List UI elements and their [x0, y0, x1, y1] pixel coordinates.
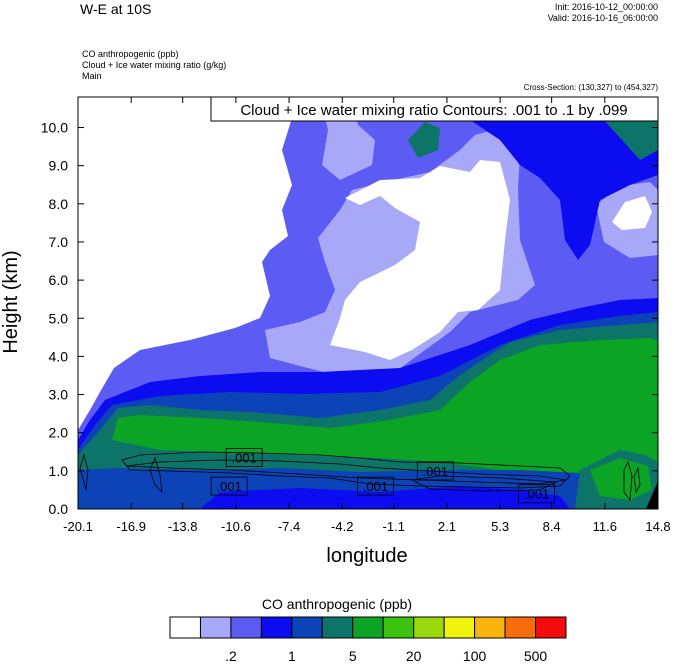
y-tick-label: 5.0 [49, 310, 69, 326]
x-axis-label: longitude [326, 545, 407, 567]
colorbar-swatch [291, 616, 323, 639]
x-tick-label: -1.1 [383, 519, 405, 534]
contour-label-box [357, 476, 394, 496]
y-tick-label: 8.0 [49, 196, 69, 212]
valid-time: Valid: 2016-10-16_06:00:00 [547, 13, 658, 23]
terrain [646, 480, 658, 509]
contour-info-box [210, 96, 659, 122]
contour-label: .001 [363, 479, 388, 494]
colorbar-label: .2 [225, 648, 237, 664]
contour-line [623, 460, 633, 502]
contour-line [633, 466, 641, 494]
y-tick-label: 3.0 [49, 387, 69, 403]
y-tick-label: 1.0 [49, 463, 69, 479]
x-tick-label: -16.9 [116, 519, 146, 534]
colorbar-swatch [382, 616, 415, 639]
contour-label: .001 [423, 464, 448, 479]
y-axis-label: Height (km) [0, 250, 22, 353]
y-tick-label: 9.0 [49, 158, 69, 174]
contour-line [125, 459, 567, 485]
cross-section-label: Cross-Section: (130,327) to (454,327) [523, 83, 658, 92]
contour-label: .001 [217, 479, 242, 494]
init-time: Init: 2016-10-12_00:00:00 [554, 2, 658, 12]
colorbar-swatch [321, 616, 354, 639]
x-tick-label: 14.8 [645, 519, 670, 534]
x-tick-label: -4.2 [331, 519, 353, 534]
y-tick-label: 2.0 [49, 425, 69, 441]
colorbar-label: 5 [349, 648, 357, 664]
colorbar-label: 1 [288, 648, 296, 664]
field-band-green-lower-right [590, 458, 652, 500]
colorbar-swatch [169, 616, 201, 639]
y-tick-label: 10.0 [41, 120, 68, 136]
contour-label-box [518, 484, 556, 504]
contour-label: .001 [232, 451, 257, 466]
x-tick-label: 2.1 [438, 519, 456, 534]
contour-line [410, 475, 558, 492]
x-tick-label: -7.4 [278, 519, 300, 534]
colorbar: .2 1 5 20 100 500 [169, 616, 567, 664]
colorbar-swatch [230, 616, 262, 639]
x-tick-label: -10.6 [221, 519, 251, 534]
contour-line [79, 453, 89, 491]
co-field [78, 97, 658, 509]
field-band-white-right [612, 196, 652, 230]
colorbar-swatch [474, 616, 506, 639]
y-tick-label: 4.0 [49, 348, 69, 364]
contour-line [121, 451, 571, 489]
y-tick-label: 0.0 [49, 501, 69, 517]
colorbar-swatch [413, 616, 445, 639]
colorbar-swatch [504, 616, 537, 639]
x-tick-label: -13.8 [168, 519, 198, 534]
cloud-contours [79, 451, 641, 502]
x-tick-label: 5.3 [491, 519, 509, 534]
contour-label-box [210, 476, 248, 496]
field-name-cloud-ice: Cloud + Ice water mixing ratio (g/kg) [82, 60, 227, 70]
y-tick-label: 7.0 [49, 234, 69, 250]
contour-label-box [225, 448, 263, 467]
contour-info-text: Cloud + Ice water mixing ratio Contours:… [240, 102, 627, 119]
y-tick-label: 6.0 [49, 272, 69, 288]
contour-label-box [416, 461, 454, 481]
field-name-co: CO anthropogenic (ppb) [82, 49, 179, 59]
x-tick-label: 11.6 [593, 519, 617, 534]
field-band-dark-blue-upper [410, 97, 658, 260]
field-band-teal-small [408, 122, 440, 158]
colorbar-swatch [199, 616, 232, 639]
field-band-bright-blue-surface [200, 486, 570, 509]
field-band-green [112, 338, 658, 480]
colorbar-swatch [260, 616, 293, 639]
x-tick-label: 8.4 [543, 519, 561, 534]
contour-line [149, 456, 163, 494]
field-name-domain: Main [82, 71, 102, 81]
colorbar-swatch [443, 616, 476, 639]
colorbar-swatch [535, 616, 567, 639]
contour-label: .001 [524, 487, 549, 502]
colorbar-swatch [352, 616, 384, 639]
colorbar-title: CO anthropogenic (ppb) [261, 596, 413, 612]
plot-title: W-E at 10S [80, 1, 152, 17]
colorbar-label: 100 [463, 648, 487, 664]
colorbar-label: 500 [524, 648, 548, 664]
field-band-white-core [330, 160, 510, 360]
colorbar-label: 20 [406, 648, 422, 664]
x-tick-label: -20.1 [63, 519, 93, 534]
